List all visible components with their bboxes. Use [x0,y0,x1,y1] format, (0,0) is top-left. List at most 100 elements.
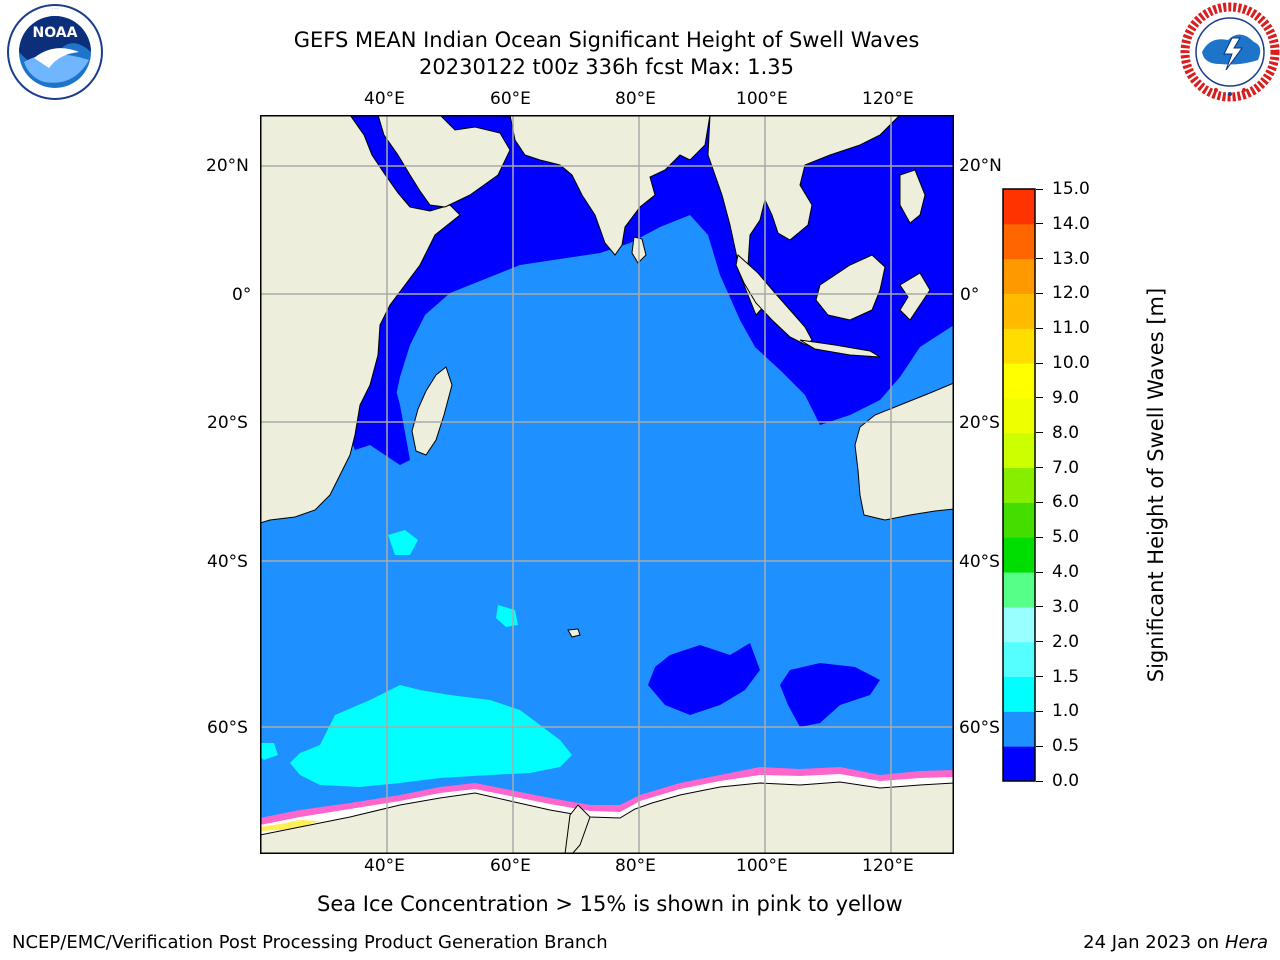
colorbar-swatch-2.0 [1003,606,1035,643]
swell-1-1.5-patch-3 [260,743,278,760]
colorbar-label: Significant Height of Swell Waves [m] [1144,287,1168,683]
lat-label-left-20s: 20°S [207,413,248,433]
lat-label-right-20s: 20°S [959,413,1000,433]
colorbar-tick-mark [1036,780,1043,782]
colorbar-tick-mark [1036,571,1043,573]
footer-date-line: 24 Jan 2023 on Hera [1083,932,1268,954]
madagascar-land [411,366,453,456]
low-swell-patch-south-1 [648,643,760,715]
antarctica-amery-notch [564,804,591,854]
colorbar-tick-mark [1036,432,1043,434]
colorbar-tick-mark [1036,641,1043,643]
colorbar-tick-label: 7.0 [1052,457,1080,478]
colorbar-tick-mark [1036,327,1043,329]
colorbar-tick-mark [1036,292,1043,294]
colorbar-swatch-9.0 [1003,363,1035,399]
swell-1-1.5-region-south [290,685,572,787]
colorbar-tick-label: 5.0 [1052,527,1080,548]
colorbar-tick-mark [1036,606,1043,608]
southeast-asia-land [707,115,901,316]
lon-label-bottom-100e: 100°E [736,856,788,876]
australia-land [854,382,954,521]
noaa-logo: NOAA · · · [7,4,103,100]
colorbar-tick-label: 2.0 [1052,631,1080,652]
colorbar-tick-label: 6.0 [1052,492,1080,513]
colorbar-tick-mark [1036,362,1043,364]
colorbar-tick-label: 13.0 [1052,248,1090,269]
footer-date: 24 Jan 2023 on [1083,932,1225,953]
lon-label-bottom-80e: 80°E [615,856,656,876]
lon-label-bottom-60e: 60°E [490,856,531,876]
colorbar-swatch-11.0 [1003,293,1035,329]
colorbar-swatch-8.0 [1003,397,1035,434]
footer-credit: NCEP/EMC/Verification Post Processing Pr… [12,932,608,953]
colorbar-tick-label: 4.0 [1052,562,1080,583]
lon-label-top-100e: 100°E [736,89,788,109]
colorbar-swatch-7.0 [1003,432,1035,469]
colorbar-swatch-13.0 [1003,223,1035,260]
colorbar-swatch-12.0 [1003,258,1035,294]
colorbar-tick-mark [1036,258,1043,260]
colorbar-tick-mark [1036,710,1043,712]
lon-label-top-60e: 60°E [490,89,531,109]
colorbar-tick-mark [1036,467,1043,469]
lat-label-left-40s: 40°S [207,552,248,572]
chart-title: GEFS MEAN Indian Ocean Significant Heigh… [293,28,920,52]
colorbar-swatch-10.0 [1003,328,1035,364]
africa-land [260,115,461,524]
sea-ice-note: Sea Ice Concentration > 15% is shown in … [317,892,903,916]
colorbar-tick-label: 1.5 [1052,666,1080,687]
chart-subtitle: 20230122 t00z 336h fcst Max: 1.35 [419,55,794,79]
colorbar-swatch-5.0 [1003,502,1035,538]
arabia-land [377,115,511,208]
map-grid [260,115,954,854]
footer-machine: Hera [1224,932,1268,953]
svg-text:· · ·: · · · [52,6,58,11]
lon-label-bottom-120e: 120°E [862,856,914,876]
sumatra-land [735,254,813,346]
lon-label-top-120e: 120°E [862,89,914,109]
colorbar-swatch-6.0 [1003,467,1035,503]
colorbar-tick-label: 9.0 [1052,387,1080,408]
india-land [509,115,711,256]
colorbar-tick-mark [1036,745,1043,747]
sulawesi-land [899,272,931,321]
kerguelen-island [567,628,581,638]
colorbar-tick-mark [1036,223,1043,225]
lat-label-left-60s: 60°S [207,718,248,738]
colorbar-tick-label: 11.0 [1052,318,1090,339]
colorbar-tick-mark [1036,397,1043,399]
lon-label-top-80e: 80°E [615,89,656,109]
low-swell-region-mozambique [345,350,410,465]
borneo-land [815,254,886,321]
colorbar-tick-label: 0.5 [1052,736,1080,757]
colorbar-tick-label: 8.0 [1052,422,1080,443]
java-land [799,339,881,358]
lat-label-right-60s: 60°S [959,718,1000,738]
swell-1-1.5-patch-1 [388,530,418,555]
colorbar-tick-label: 14.0 [1052,213,1090,234]
nws-logo [1180,2,1280,102]
colorbar-tick-label: 0.0 [1052,771,1080,791]
colorbar-swatch-1.0 [1003,676,1035,712]
colorbar-swatch-14.0 [1003,189,1035,225]
colorbar-tick-label: 12.0 [1052,283,1090,304]
lon-label-bottom-40e: 40°E [364,856,405,876]
lat-label-left-20n: 20°N [206,156,249,176]
sea-ice-yellow [260,820,320,831]
colorbar-swatch-4.0 [1003,537,1035,573]
noaa-logo-text: NOAA [33,25,78,41]
colorbar-tick-mark [1036,676,1043,678]
colorbar-tick-label: 3.0 [1052,596,1080,617]
colorbar-swatch-1.5 [1003,641,1035,678]
lat-label-right-0: 0° [960,285,980,305]
lat-label-right-20n: 20°N [959,156,1002,176]
antarctica-land [260,781,954,854]
colorbar-tick-label: 15.0 [1052,179,1090,199]
colorbar-swatch-0.0 [1003,746,1035,782]
colorbar-tick-mark [1036,188,1043,190]
colorbar-tick-label: 10.0 [1052,353,1090,374]
low-swell-patch-south-2 [780,663,880,727]
lat-label-left-0: 0° [232,285,252,305]
lon-label-top-40e: 40°E [364,89,405,109]
